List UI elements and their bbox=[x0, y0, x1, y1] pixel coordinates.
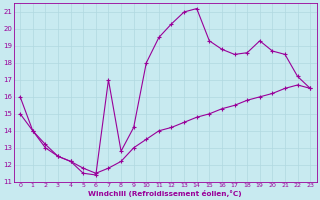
X-axis label: Windchill (Refroidissement éolien,°C): Windchill (Refroidissement éolien,°C) bbox=[88, 190, 242, 197]
